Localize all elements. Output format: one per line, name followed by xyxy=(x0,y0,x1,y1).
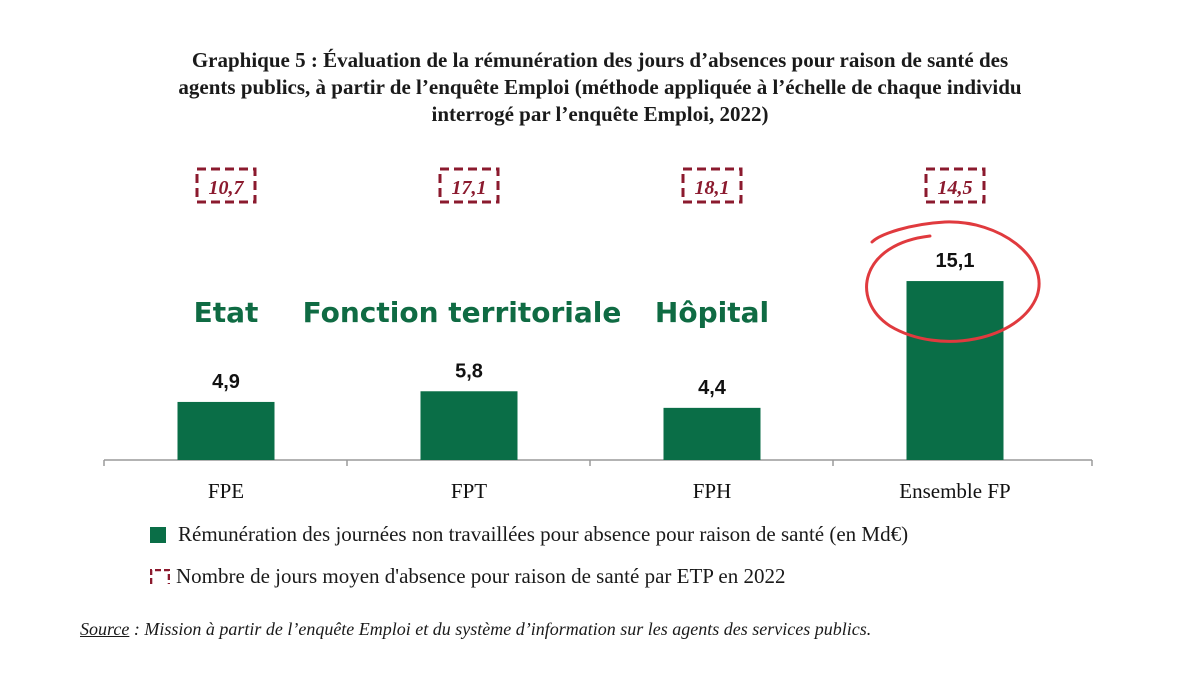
days-value-label-1: 17,1 xyxy=(452,177,487,199)
legend-item-jours: Nombre de jours moyen d'absence pour rai… xyxy=(150,564,786,589)
chart-title-line-1: Graphique 5 : Évaluation de la rémunérat… xyxy=(191,48,1009,72)
legend-swatch-dashed-box xyxy=(150,568,170,584)
chart-title-line-3: interrogé par l’enquête Emploi, 2022) xyxy=(431,102,769,126)
days-box-3 xyxy=(924,167,986,204)
legend-swatch-bar xyxy=(150,526,166,543)
x-tick-label-3: Ensemble FP xyxy=(899,479,1010,503)
days-value-label-3: 14,5 xyxy=(938,177,973,199)
x-tick-label-2: FPH xyxy=(693,479,732,503)
highlight-circle xyxy=(865,220,1041,343)
source-text: : Mission à partir de l’enquête Emploi e… xyxy=(129,619,872,639)
bar-value-label-0: 4,9 xyxy=(212,371,240,393)
legend-label-jours: Nombre de jours moyen d'absence pour rai… xyxy=(176,564,786,588)
bar-value-label-3: 15,1 xyxy=(936,250,975,272)
days-box-2 xyxy=(681,167,743,204)
x-tick-label-1: FPT xyxy=(451,479,487,503)
source-key: Source xyxy=(80,619,130,639)
days-value-label-2: 18,1 xyxy=(695,177,730,199)
group-annotation-2: Hôpital xyxy=(655,296,769,329)
chart-title: Graphique 5 : Évaluation de la rémunérat… xyxy=(60,47,1140,128)
days-box-1 xyxy=(438,167,500,204)
source-note: Source : Mission à partir de l’enquête E… xyxy=(80,619,871,640)
bar-1 xyxy=(420,391,518,460)
days-box-0 xyxy=(195,167,257,204)
bar-2 xyxy=(663,407,761,460)
bar-value-label-1: 5,8 xyxy=(455,360,483,382)
chart-title-line-2: agents publics, à partir de l’enquête Em… xyxy=(178,75,1022,99)
group-annotation-1: Fonction territoriale xyxy=(303,296,622,329)
legend-item-remuneration: Rémunération des journées non travaillée… xyxy=(150,522,908,547)
bar-value-label-2: 4,4 xyxy=(698,377,727,399)
group-annotation-0: Etat xyxy=(194,296,259,329)
legend-label-remuneration: Rémunération des journées non travaillée… xyxy=(178,522,909,546)
bar-0 xyxy=(177,401,275,460)
bar-3 xyxy=(906,281,1004,460)
x-tick-label-0: FPE xyxy=(208,479,244,503)
days-value-label-0: 10,7 xyxy=(209,177,245,199)
